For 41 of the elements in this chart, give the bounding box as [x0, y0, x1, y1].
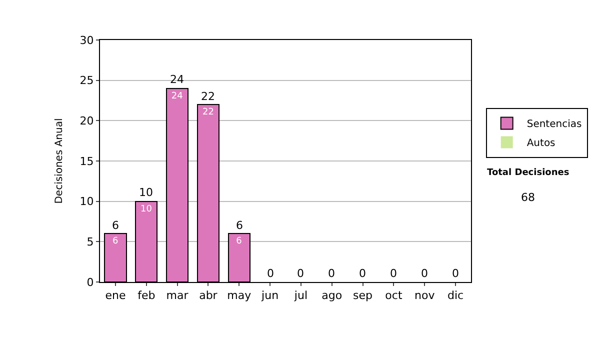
y-tick-label: 25: [80, 74, 94, 88]
total-label: 0: [421, 267, 428, 280]
legend-label: Autos: [526, 138, 556, 150]
data-label: 24: [171, 91, 184, 102]
total-label: 0: [297, 267, 304, 280]
total-label: 22: [201, 90, 215, 103]
data-label: 6: [236, 236, 242, 247]
total-label: 6: [112, 219, 119, 232]
data-label: 10: [140, 204, 152, 214]
total-label: 0: [267, 267, 274, 280]
total-label: 24: [170, 73, 184, 86]
y-tick-label: 0: [86, 276, 94, 289]
x-tick-label: oct: [385, 289, 403, 302]
y-tick-label: 30: [80, 34, 94, 47]
x-tick-label: jun: [260, 289, 279, 302]
total-label: 10: [139, 186, 153, 199]
x-tick-label: feb: [138, 289, 156, 302]
legend-label: Sentencias: [526, 119, 582, 130]
x-tick-label: may: [227, 289, 252, 302]
x-tick-label: ago: [322, 289, 342, 302]
text: 68: [521, 191, 535, 204]
data-label: 22: [202, 108, 214, 118]
x-tick-label: nov: [414, 289, 436, 302]
y-axis-title: Decisiones Anual: [54, 118, 65, 204]
x-tick-label: jul: [293, 289, 308, 302]
total-label: 0: [328, 267, 335, 280]
total-label: 0: [359, 267, 366, 280]
y-tick-label: 15: [80, 154, 94, 168]
x-tick-label: abr: [199, 289, 218, 302]
x-tick-label: dic: [447, 289, 464, 302]
total-label: 6: [236, 219, 243, 232]
total-label: 0: [452, 267, 459, 280]
data-label: 6: [112, 236, 118, 247]
y-tick-label: 5: [86, 236, 94, 249]
x-tick-label: sep: [353, 289, 373, 302]
y-tick-label: 10: [80, 195, 94, 208]
x-tick-label: ene: [105, 289, 126, 302]
text: Total Decisiones: [487, 168, 570, 178]
y-tick-label: 20: [80, 114, 94, 128]
total-label: 0: [390, 267, 397, 280]
x-tick-label: mar: [166, 289, 189, 302]
